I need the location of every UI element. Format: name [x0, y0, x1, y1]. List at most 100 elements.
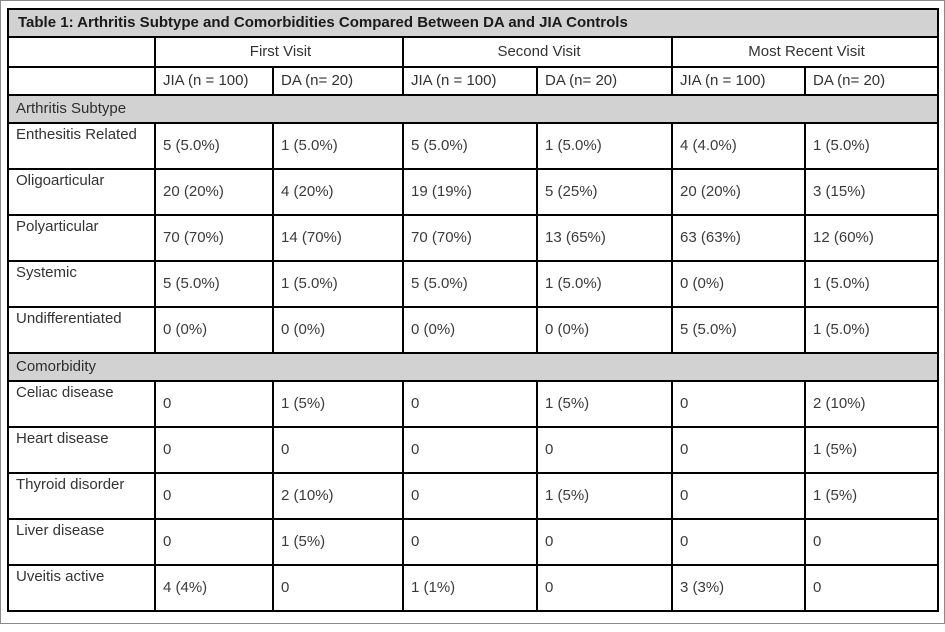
- cell-value: 19 (19%): [402, 168, 538, 216]
- cell-value: 0: [154, 426, 274, 474]
- cell-value: 0 (0%): [402, 306, 538, 354]
- table-body: Arthritis Subtype Enthesitis Related 5 (5.…: [6, 94, 940, 612]
- cell-value: 4 (20%): [272, 168, 404, 216]
- cell-value: 1 (5%): [272, 380, 404, 428]
- cell-value: 5 (25%): [536, 168, 673, 216]
- cell-value: 1 (5.0%): [803, 260, 940, 308]
- row-label: Oligoarticular: [7, 168, 156, 216]
- row-label: Enthesitis Related: [7, 122, 156, 170]
- table-row: Oligoarticular 20 (20%) 4 (20%) 19 (19%) 5 (…: [7, 168, 940, 216]
- column-header-jia-second: JIA (n = 100): [402, 66, 538, 96]
- cell-value: 2 (10%): [272, 472, 404, 520]
- cell-value: 0: [671, 518, 806, 566]
- section-header-row: Comorbidity: [6, 352, 940, 382]
- table-row: Enthesitis Related 5 (5.0%) 1 (5.0%) 5 (5.0…: [7, 122, 940, 170]
- cell-value: 1 (5%): [272, 518, 404, 566]
- cell-value: 0: [272, 564, 404, 612]
- cell-value: 0: [671, 426, 806, 474]
- row-label: Uveitis active: [7, 564, 156, 612]
- comparison-table: Table 1: Arthritis Subtype and Comorbidi…: [6, 8, 940, 612]
- visit-group-second: Second Visit: [402, 36, 673, 68]
- visit-group-most-recent: Most Recent Visit: [670, 36, 940, 68]
- cell-value: 20 (20%): [671, 168, 806, 216]
- cell-value: 13 (65%): [536, 214, 673, 262]
- table-row: Systemic 5 (5.0%) 1 (5.0%) 5 (5.0%) 1 (5.0%)…: [7, 260, 940, 308]
- cell-value: 0: [803, 518, 940, 566]
- cell-value: 0: [402, 472, 538, 520]
- row-label: Polyarticular: [7, 214, 156, 262]
- cell-value: 0: [803, 564, 940, 612]
- cell-value: 1 (1%): [402, 564, 538, 612]
- visit-group-first: First Visit: [154, 36, 404, 68]
- cell-value: 1 (5.0%): [803, 122, 940, 170]
- row-label: Thyroid disorder: [7, 472, 156, 520]
- cell-value: 0: [154, 472, 274, 520]
- section-label: Arthritis Subtype: [6, 94, 940, 124]
- table-row: Thyroid disorder 0 2 (10%) 0 1 (5%) 0 1 (5%): [7, 472, 940, 520]
- column-header-da-first: DA (n= 20): [272, 66, 404, 96]
- cell-value: 0: [154, 380, 274, 428]
- cell-value: 4 (4%): [154, 564, 274, 612]
- cell-value: 5 (5.0%): [402, 260, 538, 308]
- table-title: Table 1: Arthritis Subtype and Comorbidi…: [6, 8, 940, 38]
- visit-header-row: First Visit Second Visit Most Recent Vis…: [7, 36, 940, 68]
- cell-value: 3 (15%): [803, 168, 940, 216]
- cell-value: 70 (70%): [154, 214, 274, 262]
- column-header-jia-first: JIA (n = 100): [154, 66, 274, 96]
- row-label: Systemic: [7, 260, 156, 308]
- cell-value: 0: [402, 518, 538, 566]
- column-header-da-second: DA (n= 20): [536, 66, 673, 96]
- section-label: Comorbidity: [6, 352, 940, 382]
- cell-value: 0: [402, 426, 538, 474]
- cell-value: 0: [536, 564, 673, 612]
- table-row: Celiac disease 0 1 (5%) 0 1 (5%) 0 2 (10%): [7, 380, 940, 428]
- cell-value: 1 (5%): [536, 380, 673, 428]
- cohort-header-row: JIA (n = 100) DA (n= 20) JIA (n = 100) D…: [7, 66, 940, 96]
- table-row: Polyarticular 70 (70%) 14 (70%) 70 (70%) 13 …: [7, 214, 940, 262]
- cell-value: 1 (5.0%): [803, 306, 940, 354]
- table-row: Heart disease 0 0 0 0 0 1 (5%): [7, 426, 940, 474]
- cell-value: 0: [536, 426, 673, 474]
- column-header-jia-recent: JIA (n = 100): [671, 66, 806, 96]
- cell-value: 0 (0%): [536, 306, 673, 354]
- cell-value: 0: [272, 426, 404, 474]
- cell-value: 0: [402, 380, 538, 428]
- cell-value: 5 (5.0%): [154, 122, 274, 170]
- cell-value: 5 (5.0%): [154, 260, 274, 308]
- cell-value: 3 (3%): [671, 564, 806, 612]
- cell-value: 4 (4.0%): [671, 122, 806, 170]
- cell-value: 0 (0%): [272, 306, 404, 354]
- cell-value: 1 (5.0%): [272, 260, 404, 308]
- row-label: Liver disease: [7, 518, 156, 566]
- cell-value: 12 (60%): [803, 214, 940, 262]
- cell-value: 14 (70%): [272, 214, 404, 262]
- cell-value: 63 (63%): [671, 214, 806, 262]
- document-page: Table 1: Arthritis Subtype and Comorbidi…: [1, 8, 945, 632]
- cell-value: 5 (5.0%): [402, 122, 538, 170]
- cell-value: 1 (5%): [536, 472, 673, 520]
- table-title-row: Table 1: Arthritis Subtype and Comorbidi…: [6, 8, 940, 38]
- section-header-row: Arthritis Subtype: [6, 94, 940, 124]
- column-header-da-recent: DA (n= 20): [803, 66, 940, 96]
- cell-value: 0: [671, 380, 806, 428]
- cell-value: 20 (20%): [154, 168, 274, 216]
- cell-value: 5 (5.0%): [671, 306, 806, 354]
- cell-value: 0: [671, 472, 806, 520]
- cell-value: 70 (70%): [402, 214, 538, 262]
- cell-value: 0 (0%): [671, 260, 806, 308]
- cell-value: 0 (0%): [154, 306, 274, 354]
- table-row: Liver disease 0 1 (5%) 0 0 0 0: [7, 518, 940, 566]
- cell-value: 0: [536, 518, 673, 566]
- cell-value: 1 (5.0%): [536, 122, 673, 170]
- empty-header-cell: [7, 66, 156, 96]
- cell-value: 1 (5.0%): [536, 260, 673, 308]
- empty-header-cell: [7, 36, 156, 68]
- cell-value: 1 (5%): [803, 426, 940, 474]
- row-label: Celiac disease: [7, 380, 156, 428]
- cell-value: 1 (5.0%): [272, 122, 404, 170]
- table-row: Undifferentiated 0 (0%) 0 (0%) 0 (0%) 0 (0%)…: [7, 306, 940, 354]
- cell-value: 0: [154, 518, 274, 566]
- row-label: Undifferentiated: [7, 306, 156, 354]
- row-label: Heart disease: [7, 426, 156, 474]
- cell-value: 1 (5%): [803, 472, 940, 520]
